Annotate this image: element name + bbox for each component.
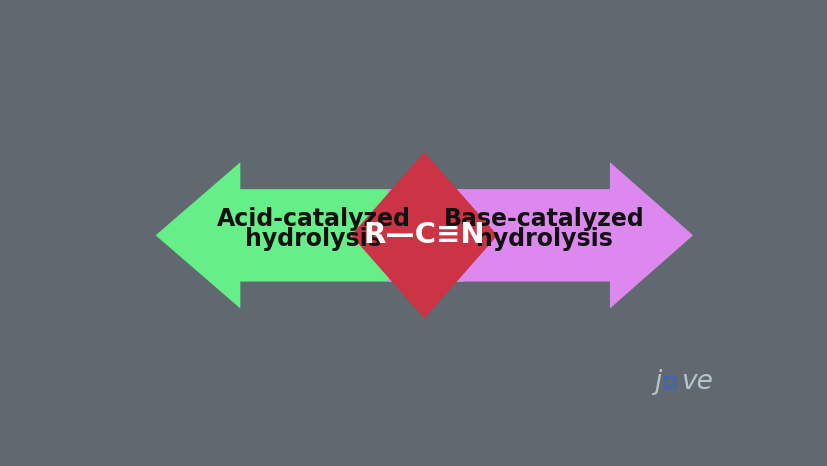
Bar (664, 377, 674, 387)
Polygon shape (155, 162, 463, 308)
Text: Acid-catalyzed: Acid-catalyzed (216, 207, 410, 231)
Text: hydrolysis: hydrolysis (245, 227, 381, 251)
Text: Base-catalyzed: Base-catalyzed (443, 207, 644, 231)
Polygon shape (386, 162, 692, 308)
Text: R—C≡N: R—C≡N (363, 221, 485, 249)
Polygon shape (351, 152, 497, 318)
Text: ve: ve (680, 369, 712, 395)
Text: hydrolysis: hydrolysis (476, 227, 612, 251)
Text: j: j (654, 369, 662, 395)
